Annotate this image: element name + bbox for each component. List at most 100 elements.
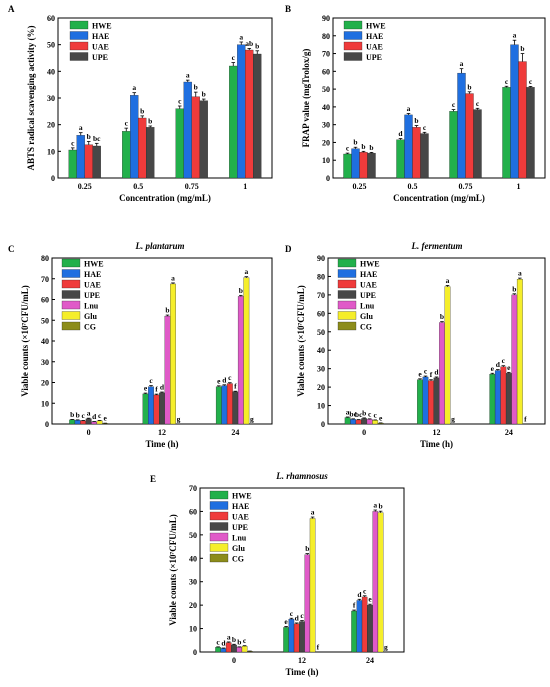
- x-tick-label: 24: [366, 656, 374, 665]
- significance-label: e: [379, 413, 383, 422]
- bar-lnu: [237, 296, 244, 425]
- significance-label: b: [520, 44, 524, 53]
- bar-upe: [299, 621, 305, 653]
- y-tick-label: 50: [47, 41, 55, 50]
- legend-label: HAE: [360, 270, 377, 279]
- significance-label: b: [202, 90, 206, 99]
- y-tick-label: 0: [193, 648, 197, 657]
- bar-lnu: [164, 315, 171, 425]
- significance-label: e: [144, 384, 148, 393]
- legend-swatch-uae: [343, 41, 363, 51]
- x-tick-label: 0.75: [459, 182, 473, 191]
- x-tick-label: 24: [505, 428, 513, 437]
- x-tick-label: 0.5: [408, 182, 418, 191]
- bar-hwe: [502, 87, 511, 179]
- bar-hae: [220, 648, 227, 653]
- bar-hae: [130, 95, 139, 179]
- bar-uae: [138, 117, 147, 179]
- bar-upe: [361, 418, 368, 425]
- legend-label: HWE: [92, 22, 112, 31]
- significance-label: b: [353, 138, 357, 147]
- legend-swatch-hae: [209, 501, 229, 510]
- legend-label: UPE: [84, 291, 100, 300]
- bar-lnu: [439, 322, 445, 425]
- significance-label: c: [290, 609, 294, 618]
- bar-hwe: [122, 131, 131, 179]
- significance-label: b: [239, 286, 243, 295]
- legend-swatch-hwe: [69, 20, 89, 30]
- legend-swatch-hwe: [209, 490, 229, 500]
- significance-label: b: [232, 635, 236, 644]
- significance-label: b: [165, 306, 169, 315]
- panel-letter: D: [285, 244, 292, 254]
- bar-uae: [225, 642, 232, 653]
- significance-label: a: [239, 33, 243, 42]
- significance-label: a: [311, 508, 315, 517]
- y-tick-label: 10: [317, 402, 325, 411]
- panel-title: L. rhamnosus: [275, 471, 328, 481]
- legend-label: HWE: [360, 260, 380, 269]
- significance-label: a: [518, 269, 522, 278]
- y-axis-title: Viable counts (×10⁷CFU/mL): [168, 514, 178, 626]
- bar-hae: [237, 44, 246, 179]
- y-tick-label: 60: [47, 14, 55, 23]
- legend-label: Lnu: [84, 302, 99, 311]
- legend-label: HAE: [232, 502, 249, 511]
- legend-label: HAE: [84, 270, 101, 279]
- significance-label: a: [227, 632, 231, 641]
- bar-glu: [309, 518, 316, 653]
- legend-swatch-uae: [61, 279, 81, 289]
- significance-label: bc: [93, 134, 101, 143]
- legend-label: UPE: [92, 53, 108, 62]
- bar-upe: [253, 53, 262, 179]
- x-tick-label: 0: [87, 428, 91, 437]
- significance-label: g: [250, 415, 254, 424]
- significance-label: e: [217, 376, 221, 385]
- legend-label: HAE: [92, 32, 109, 41]
- bar-hwe: [283, 627, 289, 653]
- bar-hwe: [142, 393, 149, 425]
- significance-label: b: [194, 83, 198, 92]
- significance-label: f: [234, 382, 237, 391]
- y-tick-label: 70: [41, 275, 49, 284]
- y-tick-label: 20: [47, 121, 55, 130]
- x-tick-label: 12: [298, 656, 306, 665]
- significance-label: d: [398, 129, 403, 138]
- bar-hwe: [449, 111, 458, 179]
- significance-label: d: [221, 639, 226, 648]
- significance-label: c: [232, 53, 236, 62]
- bar-upe: [420, 133, 429, 179]
- y-tick-label: 0: [321, 420, 325, 429]
- significance-label: b: [467, 82, 471, 91]
- significance-label: d: [92, 412, 97, 421]
- significance-label: b: [379, 502, 383, 511]
- y-tick-label: 20: [189, 601, 197, 610]
- legend-swatch-uae: [69, 41, 89, 51]
- significance-label: bc: [349, 409, 357, 418]
- bar-upe: [367, 152, 376, 179]
- x-tick-label: 12: [433, 428, 441, 437]
- legend-label: UAE: [92, 43, 109, 52]
- legend-label: HAE: [366, 32, 383, 41]
- legend-swatch-glu: [337, 311, 357, 320]
- bar-hwe: [343, 153, 352, 179]
- x-tick-label: 0.25: [78, 182, 92, 191]
- y-tick-label: 80: [317, 272, 325, 281]
- significance-label: a: [513, 31, 517, 40]
- bar-upe: [433, 377, 440, 425]
- significance-label: c: [300, 611, 304, 620]
- significance-label: e: [418, 369, 422, 378]
- bar-hae: [148, 386, 154, 425]
- y-tick-label: 40: [47, 67, 55, 76]
- significance-label: e: [491, 364, 495, 373]
- significance-label: a: [407, 104, 411, 113]
- bar-lnu: [372, 511, 379, 653]
- bar-hwe: [351, 610, 357, 653]
- legend-label: UAE: [360, 281, 377, 290]
- bar-hae: [221, 385, 228, 425]
- significance-label: a: [132, 83, 136, 92]
- x-tick-label: 0: [362, 428, 366, 437]
- y-tick-label: 60: [41, 296, 49, 305]
